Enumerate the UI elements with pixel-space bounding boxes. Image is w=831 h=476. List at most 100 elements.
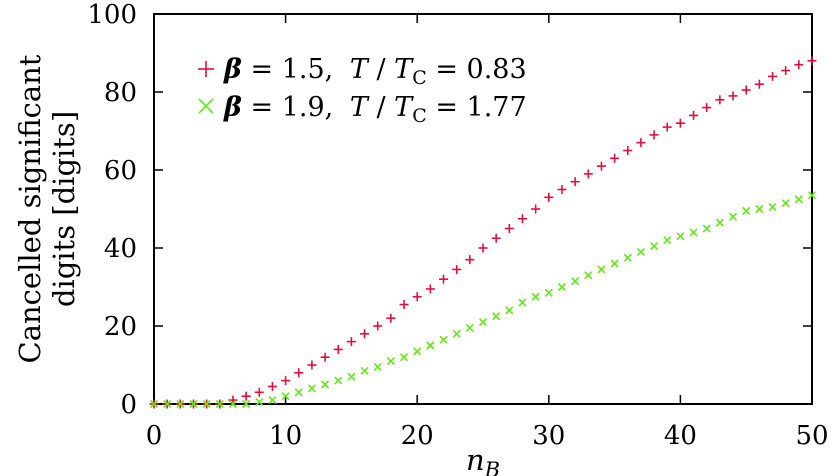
data-point-plus [544, 192, 554, 202]
data-point-cross [452, 329, 461, 338]
legend-beta-value: = 1.9, [251, 92, 334, 123]
data-point-cross [149, 399, 159, 409]
y-tick-label: 100 [87, 0, 137, 30]
data-point-cross [268, 396, 277, 405]
y-tick-label: 0 [120, 390, 137, 420]
data-point-cross [768, 202, 777, 212]
legend-t-value: = 0.83 [435, 54, 526, 85]
series-1 [149, 56, 817, 409]
y-axis-label: Cancelled significant digits [digits] [13, 54, 81, 363]
data-point-plus [452, 264, 462, 274]
x-axis-label-main: n [466, 443, 485, 476]
y-tick-label: 20 [104, 312, 137, 342]
data-point-plus [425, 284, 435, 294]
plot-area [149, 13, 817, 409]
legend-slash: / [376, 54, 386, 85]
data-point-plus [675, 118, 685, 128]
data-point-cross [321, 380, 330, 389]
data-point-plus [320, 352, 330, 362]
data-point-plus [241, 391, 251, 401]
data-point-plus [491, 233, 501, 243]
y-axis-label-line2: digits [digits] [47, 111, 81, 307]
data-point-cross [781, 199, 790, 208]
data-point-plus [807, 56, 817, 66]
data-point-plus [768, 71, 778, 81]
legend-slash: / [376, 92, 386, 123]
data-point-plus [504, 224, 514, 233]
y-tick-label: 40 [104, 234, 137, 264]
y-tick-label: 80 [104, 78, 137, 108]
data-point-cross [202, 399, 211, 409]
legend-t-symbol: T [350, 54, 370, 85]
data-point-cross [360, 366, 369, 375]
data-point-cross [163, 399, 172, 409]
legend-label-series-1: β = 1.5, T / TC = 0.83 [223, 54, 527, 91]
data-point-cross [728, 212, 738, 221]
x-axis-label-sub: B [484, 458, 500, 476]
data-point-plus [267, 381, 277, 391]
data-point-cross [281, 392, 290, 401]
data-point-cross [413, 347, 422, 356]
data-point-plus [412, 292, 422, 302]
data-point-cross [439, 335, 448, 344]
data-point-plus [439, 274, 449, 284]
legend-tc-sub: C [412, 105, 427, 127]
data-point-cross [663, 236, 672, 245]
data-point-cross [623, 253, 632, 262]
data-point-plus [399, 300, 409, 310]
data-point-cross [294, 388, 303, 397]
data-point-cross [557, 282, 567, 292]
data-point-plus [254, 387, 264, 397]
data-point-cross [505, 306, 514, 315]
data-point-cross [373, 362, 382, 372]
data-point-cross [676, 232, 685, 241]
data-point-plus [702, 103, 712, 113]
x-tick-label: 10 [269, 421, 302, 451]
x-tick-label: 40 [664, 421, 697, 451]
data-point-plus [360, 329, 370, 339]
series-2 [149, 191, 817, 409]
data-point-cross [650, 241, 659, 251]
legend-cross-glyph [198, 98, 214, 114]
data-point-plus [386, 313, 396, 323]
legend-entry-series-2: β = 1.9, T / TC = 1.77 [198, 92, 527, 127]
data-point-cross [307, 384, 316, 393]
data-point-cross [347, 372, 356, 381]
data-point-cross [807, 191, 817, 200]
data-points [149, 56, 817, 409]
data-point-plus [728, 91, 738, 101]
x-tick-label: 50 [795, 421, 828, 451]
data-point-plus [662, 122, 672, 132]
data-point-plus [531, 204, 541, 214]
data-point-cross [742, 206, 751, 216]
legend-marker-cross [198, 98, 214, 114]
data-point-plus [570, 177, 580, 187]
data-point-plus [610, 153, 620, 163]
data-point-cross [584, 271, 593, 280]
legend-t-symbol: T [350, 92, 370, 123]
data-point-plus [478, 243, 488, 253]
data-point-cross [715, 218, 724, 227]
data-point-plus [281, 376, 291, 386]
data-point-plus [294, 368, 304, 378]
legend: β = 1.5, T / TC = 0.83 β = 1.9, T / TC =… [198, 54, 527, 127]
data-point-cross [189, 399, 198, 409]
data-point-plus [596, 161, 606, 171]
data-point-cross [465, 323, 474, 333]
data-point-cross [228, 399, 238, 409]
data-point-plus [741, 85, 751, 95]
y-axis-label-line1: Cancelled significant [13, 54, 47, 363]
legend-tc-sub: C [412, 67, 427, 89]
data-point-plus [583, 169, 593, 179]
plot-frame [153, 13, 813, 405]
data-point-cross [794, 195, 803, 204]
data-point-plus [689, 110, 699, 120]
y-tick-label: 60 [104, 156, 137, 186]
x-tick-labels: 0 10 20 30 40 50 [146, 421, 829, 451]
data-point-cross [215, 399, 224, 409]
data-point-plus [346, 337, 356, 347]
data-point-cross [242, 399, 251, 409]
data-point-cross [334, 376, 343, 385]
data-point-cross [571, 277, 580, 286]
